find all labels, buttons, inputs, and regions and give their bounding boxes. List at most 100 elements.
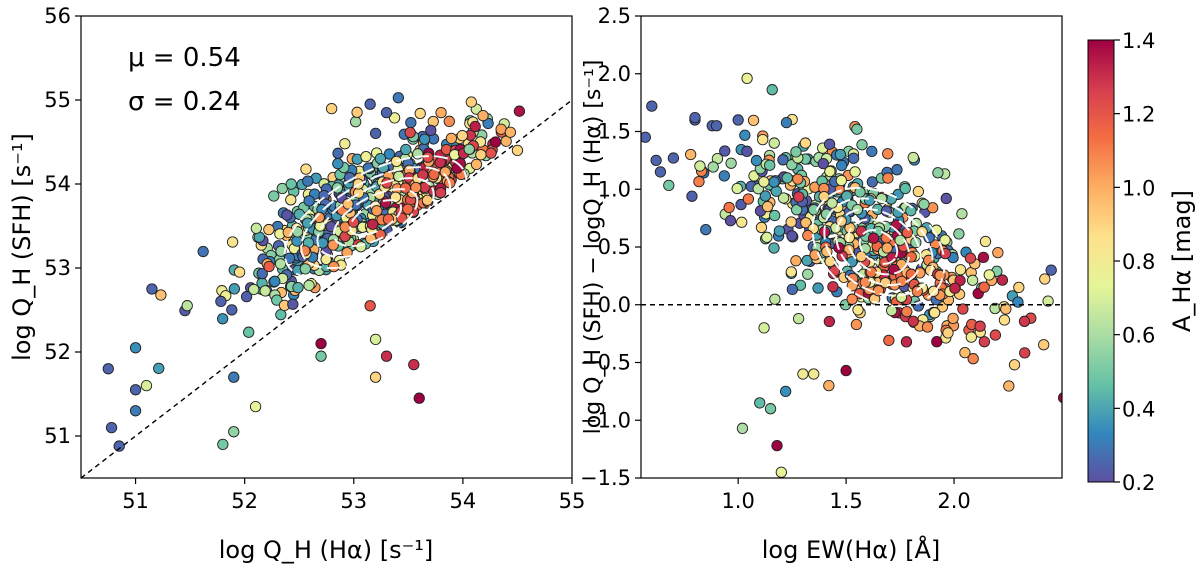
- scatter-point: [998, 314, 1011, 326]
- y-tick-label: 1.0: [598, 177, 631, 201]
- colorbar-tick-label: 0.8: [1122, 250, 1155, 274]
- scatter-point: [823, 138, 836, 150]
- scatter-point: [899, 182, 911, 195]
- scatter-point: [841, 190, 853, 202]
- scatter-point: [780, 117, 793, 129]
- scatter-point: [785, 216, 797, 228]
- contour-ellipse: [283, 155, 468, 281]
- contour-ellipse: [349, 199, 403, 237]
- panel-right: 1.0 1.5 2.0 −1.5 −1.0 −0.5 0.0 0.5 1.0 1.5 2.0 2.5…: [580, 4, 1063, 564]
- scatter-point: [641, 131, 651, 143]
- scatter-point: [947, 312, 959, 325]
- scatter-point: [102, 363, 114, 375]
- scatter-point: [217, 313, 229, 325]
- scatter-point: [786, 230, 798, 242]
- scatter-point: [790, 146, 802, 158]
- x-tick-label: 52: [231, 489, 258, 513]
- scatter-point: [808, 368, 820, 380]
- scatter-point: [421, 194, 434, 206]
- x-tick-label: 2.0: [937, 489, 970, 513]
- scatter-point: [883, 334, 895, 347]
- scatter-point: [360, 151, 372, 163]
- scatter-point: [1019, 347, 1031, 359]
- scatter-point: [1039, 273, 1051, 285]
- scatter-point: [463, 143, 475, 155]
- scatter-point: [847, 152, 860, 164]
- scatter-point: [1042, 295, 1054, 307]
- scatter-point: [399, 182, 412, 194]
- contour-ellipse: [847, 218, 910, 276]
- scatter-point: [764, 159, 776, 171]
- x-tick-label: 53: [340, 489, 367, 513]
- scatter-point: [646, 100, 658, 112]
- scatter-point: [240, 290, 253, 303]
- scatter-point: [364, 300, 376, 312]
- scatter-point: [863, 194, 876, 206]
- colorbar-tick-label: 1.4: [1122, 29, 1155, 53]
- scatter-point: [824, 165, 836, 178]
- scatter-point: [901, 306, 913, 318]
- scatter-point: [243, 326, 255, 338]
- scatter-point: [396, 212, 408, 224]
- p1-identity-line: [81, 99, 572, 478]
- scatter-point: [250, 222, 262, 234]
- scatter-point: [732, 114, 744, 126]
- scatter-point: [303, 195, 315, 207]
- scatter-point: [725, 157, 737, 169]
- scatter-point: [700, 224, 712, 236]
- scatter-point: [785, 266, 797, 278]
- scatter-point: [332, 147, 344, 159]
- y-tick-label: 0.0: [598, 293, 631, 317]
- scatter-point: [292, 281, 304, 294]
- scatter-point: [226, 304, 238, 316]
- scatter-point: [268, 190, 280, 202]
- scatter-point: [764, 403, 777, 415]
- scatter-point: [443, 115, 455, 127]
- scatter-point: [355, 241, 367, 253]
- scatter-point: [456, 130, 468, 142]
- scatter-point: [966, 274, 979, 286]
- scatter-point: [827, 281, 839, 293]
- scatter-point: [856, 139, 868, 151]
- scatter-point: [768, 137, 780, 149]
- scatter-point: [959, 347, 971, 359]
- scatter-point: [802, 268, 814, 280]
- scatter-point: [129, 405, 142, 417]
- scatter-point: [777, 192, 790, 204]
- scatter-point: [129, 342, 142, 354]
- scatter-point: [654, 166, 667, 178]
- x-tick-label: 55: [559, 489, 586, 513]
- scatter-point: [849, 166, 861, 178]
- scatter-point: [881, 242, 893, 254]
- scatter-point: [932, 167, 944, 179]
- scatter-point: [269, 275, 281, 287]
- scatter-point: [413, 392, 425, 404]
- scatter-point: [315, 337, 327, 350]
- scatter-point: [731, 182, 743, 195]
- scatter-point: [371, 205, 383, 217]
- contour-ellipse: [332, 188, 419, 248]
- scatter-point: [349, 116, 362, 128]
- scatter-point: [445, 132, 458, 144]
- p2-x-axis-label: log EW(Hα) [Å]: [762, 535, 940, 564]
- y-tick-label: 1.5: [598, 120, 631, 144]
- scatter-point: [113, 440, 125, 452]
- scatter-point: [504, 126, 517, 138]
- scatter-point: [761, 231, 773, 243]
- scatter-point: [747, 114, 760, 127]
- scatter-point: [215, 295, 227, 308]
- scatter-point: [303, 279, 315, 291]
- scatter-point: [339, 138, 351, 150]
- scatter-point: [341, 247, 353, 259]
- scatter-point: [851, 123, 863, 135]
- p1-y-ticks: 51 52 53 54 55 56: [44, 4, 81, 448]
- scatter-point: [859, 276, 871, 288]
- scatter-point: [281, 209, 293, 221]
- scatter-point: [792, 312, 805, 325]
- scatter-point: [817, 157, 829, 170]
- p2-points: [641, 72, 1062, 478]
- scatter-point: [900, 336, 913, 348]
- scatter-point: [761, 200, 774, 213]
- scatter-point: [766, 84, 778, 96]
- scatter-point: [771, 440, 783, 452]
